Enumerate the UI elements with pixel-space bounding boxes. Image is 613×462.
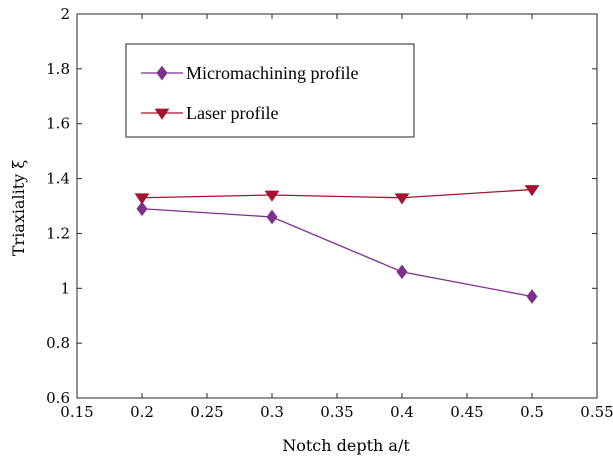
data-point — [134, 193, 150, 205]
data-point — [524, 185, 540, 197]
y-tick-label: 0.8 — [46, 334, 70, 352]
y-tick-label: 0.6 — [46, 389, 70, 407]
legend-item-1: Micromachining profile — [141, 63, 358, 83]
legend: Micromachining profile Laser profile — [125, 43, 415, 138]
y-tick-label: 2 — [60, 5, 70, 23]
legend-label: Laser profile — [186, 103, 278, 123]
x-axis-label: Notch depth a/t — [282, 436, 410, 455]
data-point — [526, 289, 538, 304]
data-point — [394, 193, 410, 205]
y-tick-label: 1.4 — [46, 170, 70, 188]
data-point — [136, 201, 148, 217]
x-tick-label: 0.35 — [320, 403, 353, 421]
legend-item-2: Laser profile — [141, 103, 278, 123]
series-line — [141, 208, 533, 298]
x-tick-label: 0.4 — [390, 403, 414, 421]
series-1 — [136, 201, 538, 304]
legend-box — [125, 43, 415, 138]
x-tick-label: 0.55 — [580, 403, 613, 421]
series-layer — [134, 185, 540, 304]
series-line — [141, 188, 533, 199]
x-tick-label: 0.2 — [130, 403, 154, 421]
legend-label: Micromachining profile — [186, 63, 358, 83]
x-tick-label: 0.15 — [60, 403, 93, 421]
legend-marker — [154, 108, 170, 120]
x-tick-label: 0.45 — [450, 403, 483, 421]
x-tick-label: 0.3 — [260, 403, 284, 421]
data-point — [266, 209, 278, 225]
legend-marker — [156, 65, 168, 81]
y-tick-label: 1.6 — [46, 115, 70, 133]
y-tick-label: 1.2 — [46, 224, 70, 242]
x-tick-label: 0.5 — [520, 403, 544, 421]
data-point — [396, 264, 408, 280]
data-point — [264, 190, 280, 202]
x-axis-ticks: 0.15 0.2 0.25 0.3 0.35 0.4 0.45 0.5 0.55 — [60, 14, 613, 421]
series-2 — [134, 185, 540, 205]
y-axis-label-text: Triaxiality ξ — [9, 160, 28, 256]
x-axis-label-text: Notch depth a/t — [282, 436, 410, 455]
x-tick-label: 0.25 — [190, 403, 223, 421]
y-axis-label: Triaxiality ξ — [9, 160, 28, 256]
y-axis-ticks: 0.6 0.8 1 1.2 1.4 1.6 1.8 2 — [46, 5, 597, 407]
y-tick-label: 1 — [60, 279, 70, 297]
y-tick-label: 1.8 — [46, 60, 70, 78]
